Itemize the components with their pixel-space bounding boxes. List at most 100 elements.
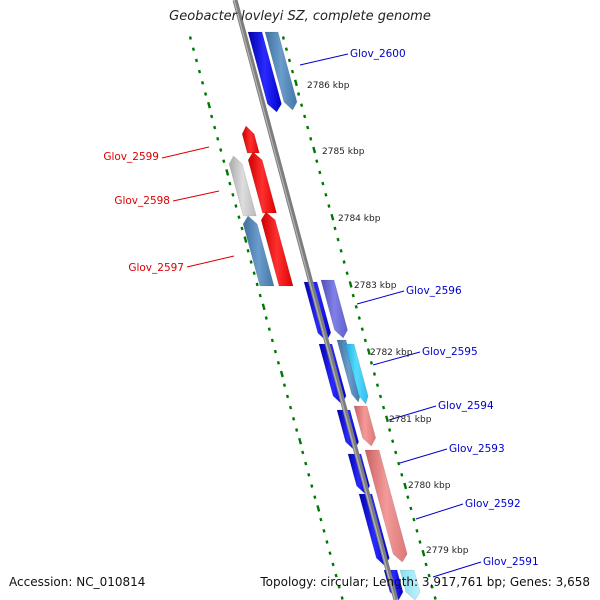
forward-tick [290, 69, 295, 74]
forward-tick [318, 170, 322, 175]
gene-label-glov-2598[interactable]: Glov_2598 [114, 195, 170, 207]
scale-label: 2784 kbp [338, 214, 381, 224]
reverse-tick [292, 416, 296, 421]
forward-tick [406, 495, 410, 500]
reverse-tick [301, 450, 305, 455]
leader-line-glov-2600 [299, 53, 349, 66]
scale-label: 2782 kbp [370, 348, 413, 358]
reverse-tick [207, 101, 211, 109]
leader-line-glov-2593 [399, 448, 448, 464]
forward-tick [287, 58, 292, 63]
forward-tick [336, 237, 340, 242]
scale-label: 2783 kbp [354, 281, 397, 291]
forward-tick [339, 248, 343, 253]
scale-label: 2785 kbp [322, 147, 365, 157]
forward-tick [309, 136, 313, 141]
gene-arrows [228, 31, 421, 600]
forward-tick [366, 348, 371, 355]
reverse-tick [340, 596, 344, 600]
reverse-tick [304, 461, 308, 466]
reverse-tick [313, 495, 317, 500]
forward-tick [348, 281, 353, 288]
gene-label-glov-2596[interactable]: Glov_2596 [406, 285, 462, 297]
reverse-tick [337, 584, 341, 589]
gene-label-glov-2593[interactable]: Glov_2593 [449, 443, 505, 455]
forward-tick [397, 461, 401, 466]
forward-tick [357, 316, 361, 320]
forward-tick [284, 47, 289, 52]
reverse-tick [328, 551, 332, 556]
forward-tick [382, 405, 386, 410]
gene-arrow-glov-2596-domain [320, 279, 348, 339]
forward-tick [403, 482, 408, 490]
forward-tick [306, 125, 310, 130]
gene-arrow-glov-2598 [247, 151, 277, 214]
reverse-tick [331, 562, 335, 567]
gene-label-glov-2600[interactable]: Glov_2600 [350, 48, 406, 60]
reverse-tick [231, 192, 235, 197]
reverse-tick [276, 360, 280, 365]
gene-label-glov-2597[interactable]: Glov_2597 [128, 262, 184, 274]
reverse-tick [194, 58, 199, 63]
forward-tick [412, 517, 416, 522]
gene-arrow-glov-2595-domain-b [344, 343, 369, 405]
gene-label-glov-2599[interactable]: Glov_2599 [103, 151, 159, 163]
forward-tick [324, 192, 328, 197]
forward-tick [400, 472, 404, 477]
forward-tick [330, 213, 335, 221]
reverse-tick [295, 428, 299, 432]
forward-tick [388, 428, 392, 432]
forward-scale-ticks [281, 36, 437, 600]
reverse-tick [273, 349, 277, 354]
reverse-tick [216, 136, 220, 141]
reverse-tick [191, 47, 196, 52]
label-leader-lines [161, 53, 482, 578]
reverse-tick [322, 528, 326, 533]
gene-label-glov-2594[interactable]: Glov_2594 [438, 400, 494, 412]
forward-tick [297, 92, 301, 96]
forward-tick [360, 327, 364, 332]
gene-arrow-glov-2600-domain [264, 31, 298, 111]
forward-tick [427, 573, 431, 578]
gene-arrow-glov-2595-domain-a [336, 339, 361, 403]
gene-arrow-glov-2597 [260, 211, 294, 287]
reverse-tick [225, 169, 230, 176]
reverse-tick [213, 125, 217, 130]
forward-tick [375, 383, 380, 388]
forward-tick [394, 450, 398, 455]
leader-line-glov-2596 [356, 290, 405, 305]
forward-tick [391, 439, 395, 444]
gene-label-glov-2592[interactable]: Glov_2592 [465, 498, 521, 510]
reverse-tick [310, 484, 314, 488]
forward-tick [369, 360, 373, 365]
forward-tick [433, 596, 437, 600]
reverse-tick [200, 80, 205, 85]
forward-tick [430, 584, 434, 589]
leader-line-glov-2594 [388, 405, 437, 421]
reverse-tick [255, 282, 259, 287]
forward-tick [385, 415, 389, 423]
gene-label-glov-2591[interactable]: Glov_2591 [483, 556, 539, 568]
reverse-tick [243, 236, 248, 243]
reverse-tick [307, 472, 311, 477]
gene-arrow-glov-2598-domain [228, 155, 257, 217]
reverse-tick [334, 573, 338, 578]
reverse-tick [267, 327, 271, 332]
backbone-line [232, 0, 399, 600]
forward-tick [327, 204, 331, 208]
reverse-tick [270, 338, 274, 343]
reverse-tick [279, 370, 284, 378]
forward-tick [378, 394, 383, 399]
forward-tick [424, 562, 428, 567]
gene-arrow-glov-2594-domain [353, 405, 376, 447]
forward-tick [421, 549, 426, 557]
scale-label: 2786 kbp [307, 81, 350, 91]
gene-arrow-glov-2600 [247, 31, 282, 113]
forward-tick [354, 304, 358, 309]
forward-tick [415, 528, 419, 533]
gene-label-glov-2595[interactable]: Glov_2595 [422, 346, 478, 358]
forward-tick [315, 159, 319, 164]
reverse-tick [289, 405, 293, 410]
reverse-tick [246, 248, 250, 253]
